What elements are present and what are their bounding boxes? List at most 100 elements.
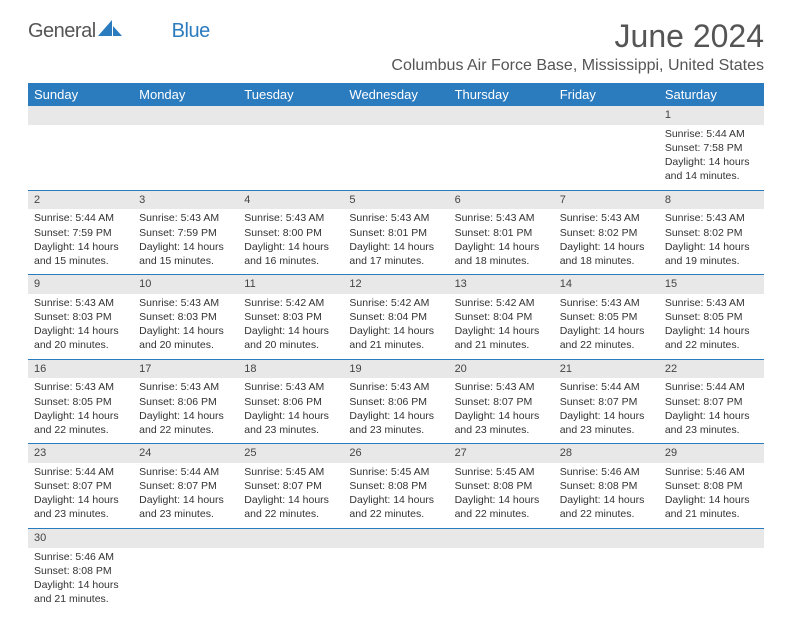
day-line: Daylight: 14 hours and 14 minutes.: [665, 155, 758, 183]
day-body: Sunrise: 5:44 AMSunset: 8:07 PMDaylight:…: [28, 463, 133, 528]
calendar-cell: 9Sunrise: 5:43 AMSunset: 8:03 PMDaylight…: [28, 275, 133, 360]
calendar-cell: 21Sunrise: 5:44 AMSunset: 8:07 PMDayligh…: [554, 359, 659, 444]
day-number: 9: [28, 275, 133, 294]
day-number: 13: [449, 275, 554, 294]
day-line: Sunrise: 5:43 AM: [244, 380, 337, 394]
calendar-week: 16Sunrise: 5:43 AMSunset: 8:05 PMDayligh…: [28, 359, 764, 444]
calendar-cell: [554, 106, 659, 190]
day-line: Daylight: 14 hours and 23 minutes.: [34, 493, 127, 521]
day-number: 3: [133, 191, 238, 210]
calendar-cell: [343, 106, 448, 190]
day-body: Sunrise: 5:43 AMSunset: 7:59 PMDaylight:…: [133, 209, 238, 274]
sail-icon: [98, 18, 124, 44]
day-line: Sunrise: 5:46 AM: [34, 550, 127, 564]
day-line: Daylight: 14 hours and 19 minutes.: [665, 240, 758, 268]
day-line: Sunrise: 5:45 AM: [455, 465, 548, 479]
day-body: Sunrise: 5:46 AMSunset: 8:08 PMDaylight:…: [554, 463, 659, 528]
day-line: Daylight: 14 hours and 22 minutes.: [34, 409, 127, 437]
day-line: Daylight: 14 hours and 21 minutes.: [349, 324, 442, 352]
day-number: 22: [659, 360, 764, 379]
day-line: Sunset: 8:08 PM: [34, 564, 127, 578]
day-body: Sunrise: 5:45 AMSunset: 8:08 PMDaylight:…: [343, 463, 448, 528]
day-line: Daylight: 14 hours and 23 minutes.: [665, 409, 758, 437]
day-line: Sunrise: 5:43 AM: [560, 211, 653, 225]
day-line: Daylight: 14 hours and 22 minutes.: [349, 493, 442, 521]
calendar-cell: 25Sunrise: 5:45 AMSunset: 8:07 PMDayligh…: [238, 444, 343, 529]
day-body: Sunrise: 5:43 AMSunset: 8:05 PMDaylight:…: [554, 294, 659, 359]
day-number: 8: [659, 191, 764, 210]
day-line: Sunrise: 5:42 AM: [244, 296, 337, 310]
day-line: Sunrise: 5:43 AM: [349, 380, 442, 394]
calendar-cell: 6Sunrise: 5:43 AMSunset: 8:01 PMDaylight…: [449, 190, 554, 275]
day-body: Sunrise: 5:43 AMSunset: 8:02 PMDaylight:…: [554, 209, 659, 274]
day-line: Daylight: 14 hours and 18 minutes.: [455, 240, 548, 268]
calendar-cell: 30Sunrise: 5:46 AMSunset: 8:08 PMDayligh…: [28, 528, 133, 612]
day-body: Sunrise: 5:43 AMSunset: 8:05 PMDaylight:…: [28, 378, 133, 443]
calendar-cell: 16Sunrise: 5:43 AMSunset: 8:05 PMDayligh…: [28, 359, 133, 444]
day-line: Daylight: 14 hours and 22 minutes.: [455, 493, 548, 521]
day-line: Daylight: 14 hours and 15 minutes.: [34, 240, 127, 268]
day-body: Sunrise: 5:44 AMSunset: 8:07 PMDaylight:…: [554, 378, 659, 443]
day-line: Sunrise: 5:43 AM: [665, 296, 758, 310]
day-number: [554, 529, 659, 548]
day-body: Sunrise: 5:43 AMSunset: 8:06 PMDaylight:…: [238, 378, 343, 443]
day-body: Sunrise: 5:46 AMSunset: 8:08 PMDaylight:…: [28, 548, 133, 613]
day-body: Sunrise: 5:45 AMSunset: 8:08 PMDaylight:…: [449, 463, 554, 528]
day-line: Sunset: 8:07 PM: [244, 479, 337, 493]
day-number: 16: [28, 360, 133, 379]
calendar-cell: 18Sunrise: 5:43 AMSunset: 8:06 PMDayligh…: [238, 359, 343, 444]
day-line: Sunset: 8:08 PM: [349, 479, 442, 493]
day-body: Sunrise: 5:44 AMSunset: 8:07 PMDaylight:…: [659, 378, 764, 443]
calendar-cell: [659, 528, 764, 612]
day-number: [343, 106, 448, 125]
calendar-cell: [133, 528, 238, 612]
calendar-week: 1Sunrise: 5:44 AMSunset: 7:58 PMDaylight…: [28, 106, 764, 190]
day-line: Sunset: 7:59 PM: [139, 226, 232, 240]
day-line: Sunset: 8:03 PM: [244, 310, 337, 324]
day-number: [238, 529, 343, 548]
day-line: Sunset: 8:01 PM: [455, 226, 548, 240]
day-line: Sunset: 8:07 PM: [139, 479, 232, 493]
day-line: Sunset: 8:05 PM: [665, 310, 758, 324]
day-line: Daylight: 14 hours and 20 minutes.: [244, 324, 337, 352]
dow-monday: Monday: [133, 83, 238, 106]
day-body: Sunrise: 5:44 AMSunset: 7:59 PMDaylight:…: [28, 209, 133, 274]
calendar-cell: 22Sunrise: 5:44 AMSunset: 8:07 PMDayligh…: [659, 359, 764, 444]
calendar-table: Sunday Monday Tuesday Wednesday Thursday…: [28, 83, 764, 612]
day-line: Sunrise: 5:44 AM: [560, 380, 653, 394]
day-number: 21: [554, 360, 659, 379]
calendar-week: 9Sunrise: 5:43 AMSunset: 8:03 PMDaylight…: [28, 275, 764, 360]
day-body: Sunrise: 5:42 AMSunset: 8:03 PMDaylight:…: [238, 294, 343, 359]
day-line: Sunrise: 5:43 AM: [139, 211, 232, 225]
day-body: Sunrise: 5:43 AMSunset: 8:05 PMDaylight:…: [659, 294, 764, 359]
day-line: Sunset: 8:00 PM: [244, 226, 337, 240]
day-line: Sunset: 7:58 PM: [665, 141, 758, 155]
calendar-cell: 3Sunrise: 5:43 AMSunset: 7:59 PMDaylight…: [133, 190, 238, 275]
dow-saturday: Saturday: [659, 83, 764, 106]
day-line: Sunrise: 5:43 AM: [139, 380, 232, 394]
day-line: Sunrise: 5:43 AM: [34, 296, 127, 310]
day-number: 23: [28, 444, 133, 463]
calendar-cell: 24Sunrise: 5:44 AMSunset: 8:07 PMDayligh…: [133, 444, 238, 529]
day-line: Sunrise: 5:43 AM: [349, 211, 442, 225]
day-line: Daylight: 14 hours and 22 minutes.: [665, 324, 758, 352]
day-body: Sunrise: 5:46 AMSunset: 8:08 PMDaylight:…: [659, 463, 764, 528]
day-body: Sunrise: 5:43 AMSunset: 8:06 PMDaylight:…: [343, 378, 448, 443]
day-line: Daylight: 14 hours and 23 minutes.: [139, 493, 232, 521]
day-line: Sunset: 8:06 PM: [244, 395, 337, 409]
calendar-cell: 2Sunrise: 5:44 AMSunset: 7:59 PMDaylight…: [28, 190, 133, 275]
calendar-cell: 5Sunrise: 5:43 AMSunset: 8:01 PMDaylight…: [343, 190, 448, 275]
day-line: Daylight: 14 hours and 23 minutes.: [349, 409, 442, 437]
calendar-week: 30Sunrise: 5:46 AMSunset: 8:08 PMDayligh…: [28, 528, 764, 612]
logo-text-blue: Blue: [172, 20, 210, 43]
day-line: Sunrise: 5:43 AM: [455, 211, 548, 225]
day-number: 20: [449, 360, 554, 379]
day-line: Daylight: 14 hours and 21 minutes.: [455, 324, 548, 352]
day-body: Sunrise: 5:43 AMSunset: 8:06 PMDaylight:…: [133, 378, 238, 443]
day-line: Sunrise: 5:44 AM: [34, 211, 127, 225]
day-number: 30: [28, 529, 133, 548]
day-line: Sunrise: 5:44 AM: [34, 465, 127, 479]
day-line: Sunrise: 5:46 AM: [665, 465, 758, 479]
calendar-cell: 29Sunrise: 5:46 AMSunset: 8:08 PMDayligh…: [659, 444, 764, 529]
day-line: Daylight: 14 hours and 22 minutes.: [560, 493, 653, 521]
